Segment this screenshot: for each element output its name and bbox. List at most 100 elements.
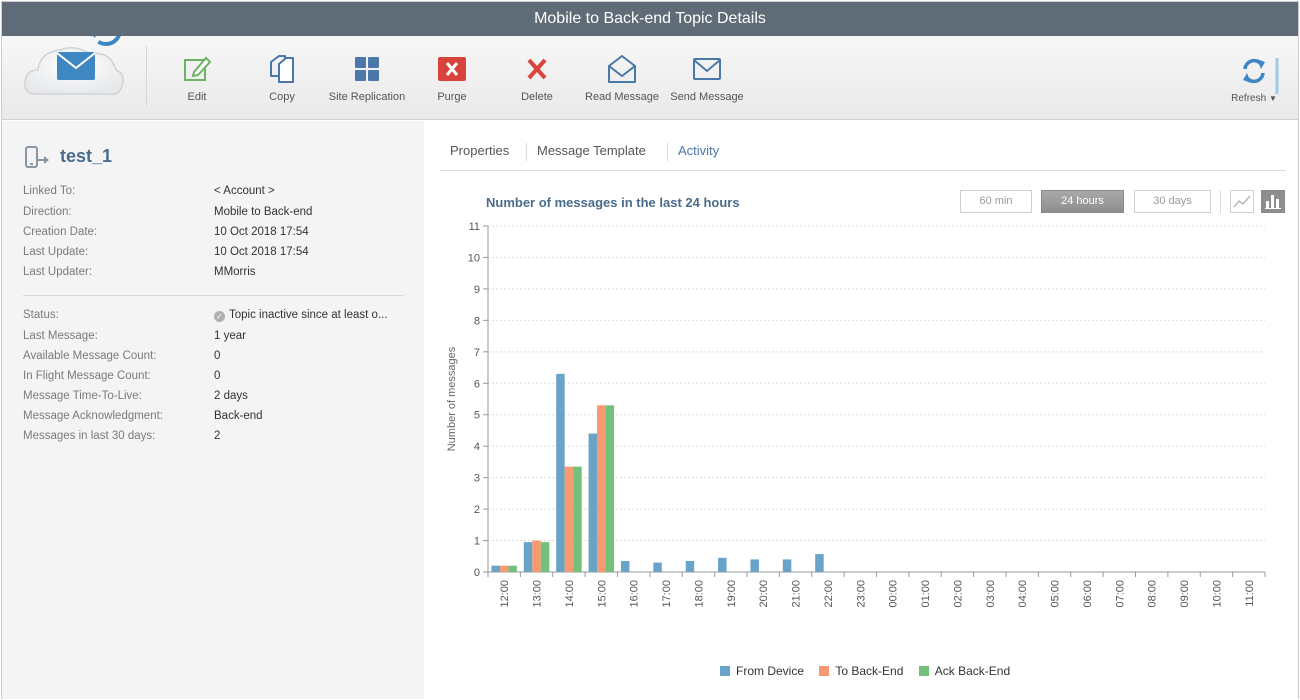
y-tick-label: 11 <box>469 221 480 233</box>
chart-title: Number of messages in the last 24 hours <box>486 195 740 210</box>
site-replication-icon <box>355 57 379 81</box>
purge-label: Purge <box>437 91 467 103</box>
x-tick-label: 22:00 <box>823 580 835 608</box>
x-tick-label: 09:00 <box>1179 580 1191 608</box>
send-message-button[interactable]: Send Message <box>665 54 749 104</box>
legend-item-to-back-end[interactable]: To Back-End <box>819 664 903 678</box>
property-key: Direction: <box>23 206 72 218</box>
range-60-min-button[interactable]: 60 min <box>960 190 1032 213</box>
delete-label: Delete <box>521 91 553 103</box>
chart-legend: From Device To Back-End Ack Back-End <box>720 664 1022 678</box>
property-key: Messages in last 30 days: <box>23 430 156 442</box>
property-value: Mobile to Back-end <box>214 206 313 218</box>
refresh-interval-bar <box>1275 58 1279 94</box>
linked-to-link[interactable]: < Account > <box>214 185 275 197</box>
property-key: Available Message Count: <box>23 350 157 362</box>
bar-from-device <box>588 433 598 572</box>
x-tick-label: 08:00 <box>1147 580 1159 608</box>
x-tick-label: 19:00 <box>726 580 738 608</box>
refresh-icon <box>1243 58 1265 84</box>
site-replication-button[interactable]: Site Replication <box>325 54 409 104</box>
tab-activity[interactable]: Activity <box>678 143 720 158</box>
cloud-mail-logo <box>24 36 124 96</box>
read-message-icon <box>608 55 636 83</box>
tab-message-template[interactable]: Message Template <box>537 143 646 158</box>
property-key: Message Acknowledgment: <box>23 410 163 422</box>
bar-to-back-end <box>564 466 574 572</box>
range-30-days-button[interactable]: 30 days <box>1134 190 1211 213</box>
x-tick-label: 00:00 <box>888 580 900 608</box>
legend-swatch <box>720 666 730 676</box>
site-replication-label: Site Replication <box>328 91 406 103</box>
property-value: 2 days <box>214 390 248 402</box>
property-key: Last Update: <box>23 246 89 258</box>
read-message-button[interactable]: Read Message <box>580 54 664 104</box>
topic-header: test_1 <box>24 146 112 170</box>
y-tick-label: 5 <box>474 410 480 422</box>
bar-from-device <box>782 559 792 572</box>
chevron-down-icon[interactable]: ▼ <box>1268 94 1277 103</box>
legend-label: From Device <box>736 664 805 678</box>
purge-button[interactable]: Purge <box>410 54 494 104</box>
x-tick-label: 20:00 <box>758 580 770 608</box>
x-tick-label: 18:00 <box>693 580 705 608</box>
y-tick-label: 9 <box>474 284 480 296</box>
line-chart-button[interactable] <box>1230 190 1254 213</box>
property-key: Linked To: <box>23 185 76 197</box>
y-tick-label: 4 <box>474 441 480 453</box>
copy-button[interactable]: Copy <box>240 54 324 104</box>
property-value: MMorris <box>214 266 256 278</box>
messages-bar-chart: 0 1 2 3 4 5 6 7 8 9 10 11 Number of messages 12:00 13:… <box>446 221 1266 608</box>
window-title: Mobile to Back-end Topic Details <box>2 2 1298 36</box>
legend-item-from-device[interactable]: From Device <box>720 664 804 678</box>
x-tick-label: 06:00 <box>1082 580 1094 608</box>
send-message-label: Send Message <box>670 91 744 103</box>
delete-icon <box>527 58 547 80</box>
y-tick-label: 0 <box>474 567 480 579</box>
bar-chart-button[interactable] <box>1261 190 1285 213</box>
copy-icon <box>270 55 294 83</box>
x-tick-label: 02:00 <box>952 580 964 608</box>
bar-from-device <box>718 557 727 572</box>
copy-label: Copy <box>269 91 295 103</box>
tab-properties[interactable]: Properties <box>450 143 510 158</box>
tab-divider <box>667 143 668 161</box>
x-tick-label: 23:00 <box>855 580 867 608</box>
y-tick-label: 1 <box>474 536 480 548</box>
check-circle-icon: ✓ <box>214 311 225 322</box>
legend-swatch <box>918 666 929 676</box>
bar-from-device <box>620 560 630 572</box>
x-tick-label: 14:00 <box>564 580 576 608</box>
tab-divider <box>526 143 527 161</box>
delete-button[interactable]: Delete <box>495 54 579 104</box>
property-key: Last Updater: <box>23 266 93 278</box>
purge-icon <box>438 57 466 81</box>
refresh-button[interactable]: Refresh ▼ <box>1224 56 1284 108</box>
range-24-hours-button[interactable]: 24 hours <box>1041 190 1124 213</box>
bar-ack-back-end <box>573 466 582 572</box>
property-value: 0 <box>214 370 221 382</box>
activity-panel: Properties Message Template Activity Num… <box>424 121 1298 699</box>
x-tick-label: 01:00 <box>920 580 932 608</box>
bar-ack-back-end <box>605 405 615 572</box>
legend-item-ack-back-end[interactable]: Ack Back-End <box>918 664 1010 678</box>
property-value: 10 Oct 2018 17:54 <box>214 246 309 258</box>
property-value: 1 year <box>214 330 246 342</box>
x-tick-label: 12:00 <box>499 580 511 608</box>
bar-from-device <box>491 565 500 572</box>
refresh-label: Refresh <box>1231 93 1267 104</box>
topic-name: test_1 <box>60 146 113 166</box>
property-key: Status: <box>23 309 59 321</box>
x-tick-label: 17:00 <box>661 580 673 608</box>
bar-ack-back-end <box>508 565 517 572</box>
property-key: In Flight Message Count: <box>23 370 151 382</box>
toolbar-divider <box>146 46 147 106</box>
x-tick-label: 16:00 <box>629 580 641 608</box>
y-tick-label: 3 <box>474 473 480 485</box>
property-value: 10 Oct 2018 17:54 <box>214 226 309 238</box>
edit-button[interactable]: Edit <box>155 54 239 104</box>
status-value: ✓ Topic inactive since at least o... <box>214 309 388 322</box>
y-tick-label: 10 <box>468 252 480 264</box>
x-tick-label: 21:00 <box>791 580 803 608</box>
legend-label: To Back-End <box>835 664 904 678</box>
